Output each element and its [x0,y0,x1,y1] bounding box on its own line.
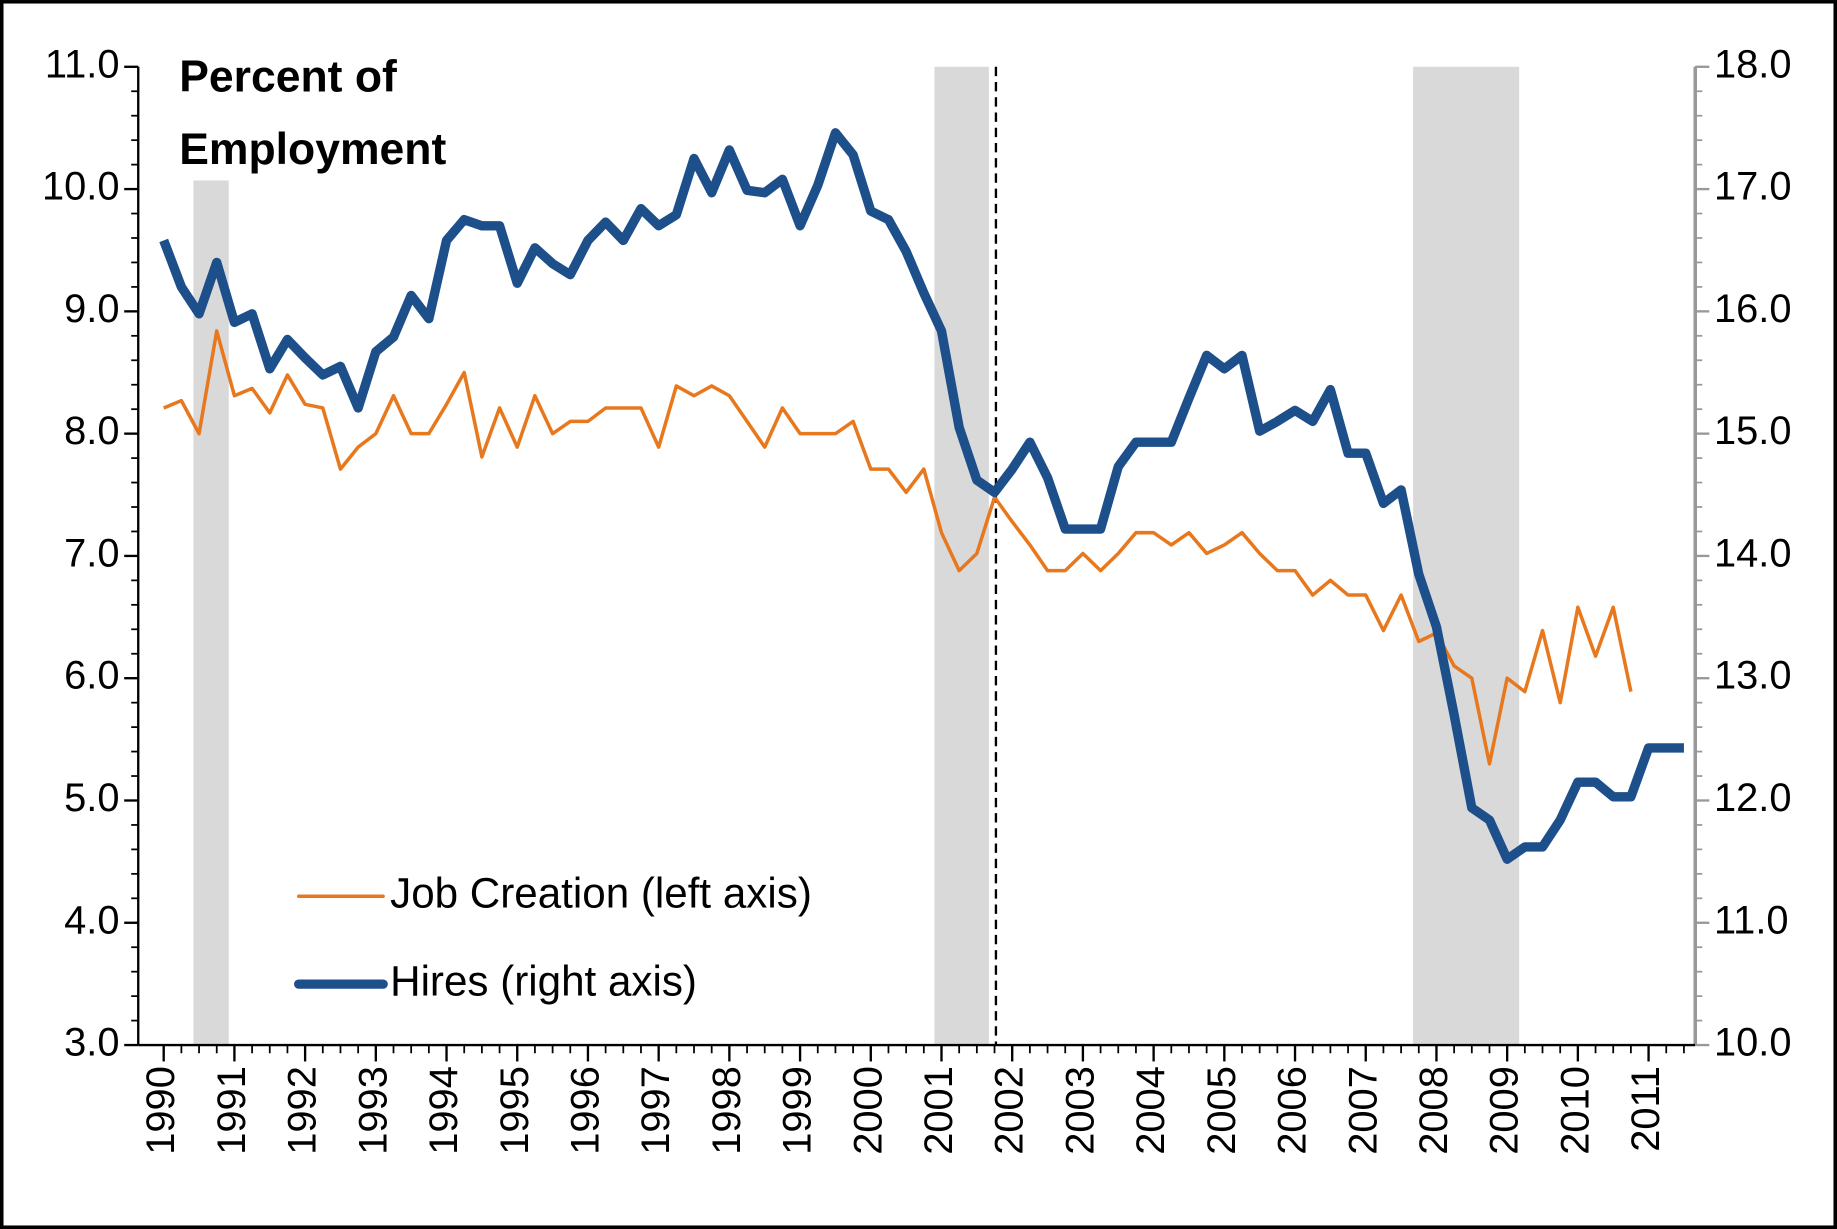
x-tick-label: 1997 [634,1066,678,1155]
title-backing [173,51,455,181]
series-line [163,329,1633,766]
x-tick-label: 2004 [1129,1066,1173,1155]
series-line [159,128,1684,864]
y-tick-label: 4.0 [64,898,119,942]
y2-tick-label: 11.0 [1714,898,1789,942]
x-tick-label: 1991 [210,1066,254,1155]
y2-tick-label: 12.0 [1714,776,1792,820]
x-tick-label: 2003 [1058,1066,1102,1155]
legend-label: Job Creation (left axis) [390,869,812,916]
y2-tick-label: 16.0 [1714,287,1792,331]
x-tick-label: 2011 [1624,1066,1668,1152]
y-tick-label: 8.0 [64,409,119,453]
x-tick-label: 1995 [493,1066,537,1155]
y-tick-label: 11.0 [45,42,120,86]
legend-label: Hires (right axis) [390,957,697,1004]
x-tick-label: 1998 [705,1066,749,1155]
x-tick-label: 1993 [351,1066,395,1155]
x-tick-label: 1994 [422,1066,466,1155]
x-tick-label: 2000 [846,1066,890,1155]
x-tick-label: 1996 [563,1066,607,1155]
recession-band [1413,66,1520,1046]
y-tick-label: 3.0 [64,1021,119,1065]
y2-tick-label: 14.0 [1714,531,1792,575]
x-tick-label: 2009 [1483,1066,1527,1155]
y2-tick-label: 13.0 [1714,654,1792,698]
x-tick-label: 1990 [139,1066,183,1155]
x-tick-label: 2005 [1200,1066,1244,1155]
chart-title: Percent of [179,52,397,101]
x-tick-label: 1999 [776,1066,820,1155]
x-tick-label: 2010 [1553,1066,1597,1155]
y-tick-label: 7.0 [64,531,119,575]
chart-title: Employment [179,125,446,174]
y-tick-label: 10.0 [42,165,120,209]
recession-band [193,66,229,1046]
recession-band [934,66,989,1046]
y-tick-label: 9.0 [64,287,119,331]
x-tick-label: 2006 [1271,1066,1315,1155]
y2-tick-label: 10.0 [1714,1021,1792,1065]
y2-tick-label: 17.0 [1714,165,1792,209]
y2-tick-label: 15.0 [1714,409,1792,453]
y-tick-label: 5.0 [64,776,119,820]
x-tick-label: 2007 [1341,1066,1385,1155]
x-tick-label: 2002 [988,1066,1032,1155]
x-tick-label: 2008 [1412,1066,1456,1155]
x-tick-label: 1992 [281,1066,325,1155]
y-tick-label: 6.0 [64,654,119,698]
y2-tick-label: 18.0 [1714,42,1792,86]
x-tick-label: 2001 [917,1066,961,1155]
